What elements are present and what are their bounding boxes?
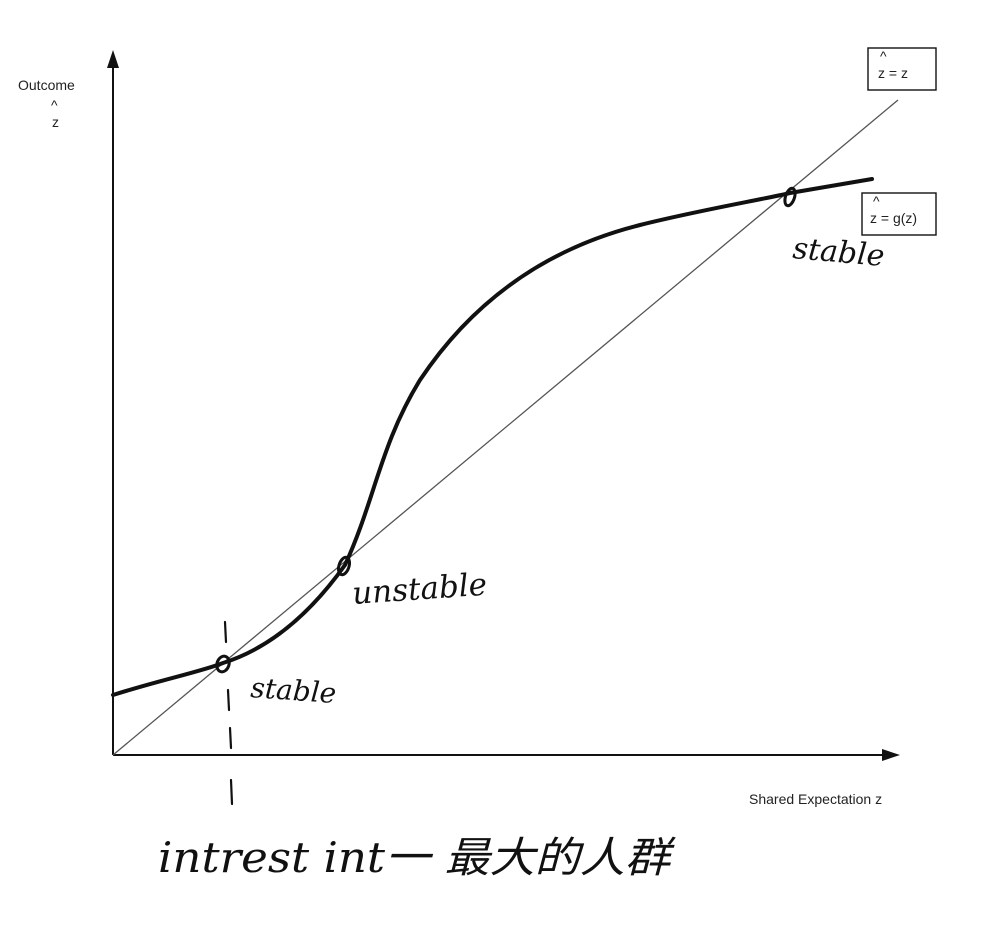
- legend-curve-hat: ^: [873, 193, 880, 209]
- annotation-unstable: unstable: [351, 567, 488, 612]
- annotation-bottom-note: intrest int一 最大的人群: [158, 833, 676, 882]
- axes: [107, 50, 900, 761]
- legend-identity: ^ z = z: [867, 47, 937, 91]
- dash-segment: [228, 726, 233, 750]
- dash-segment: [226, 688, 231, 712]
- y-axis-arrowhead: [107, 50, 119, 68]
- x-axis-arrowhead: [882, 749, 900, 761]
- dash-segment: [229, 778, 234, 806]
- legend-identity-box: [867, 47, 937, 91]
- equilibrium-marker-lower: [215, 654, 231, 674]
- legend-curve: ^ z = g(z): [861, 192, 937, 236]
- equilibrium-marker-upper: [783, 186, 797, 208]
- legend-identity-label: z = z: [878, 65, 908, 81]
- y-axis-hat: ^: [51, 97, 58, 113]
- dash-segment: [223, 620, 228, 644]
- y-axis-symbol: z: [52, 114, 59, 130]
- identity-line: [112, 99, 899, 756]
- annotation-lower-stable: stable: [250, 671, 338, 710]
- y-axis-label: Outcome: [18, 77, 75, 93]
- equilibrium-marker-middle: [336, 555, 352, 577]
- low-equilibrium-dashed-line: [223, 620, 234, 806]
- legend-curve-label: z = g(z): [870, 210, 917, 226]
- equilibrium-markers: [215, 186, 797, 674]
- s-curve-g: [111, 177, 874, 697]
- annotation-upper-stable: stable: [791, 231, 886, 274]
- legend-identity-hat: ^: [880, 48, 887, 64]
- x-axis-label: Shared Expectation z: [749, 791, 882, 807]
- legend-curve-box: [861, 192, 937, 236]
